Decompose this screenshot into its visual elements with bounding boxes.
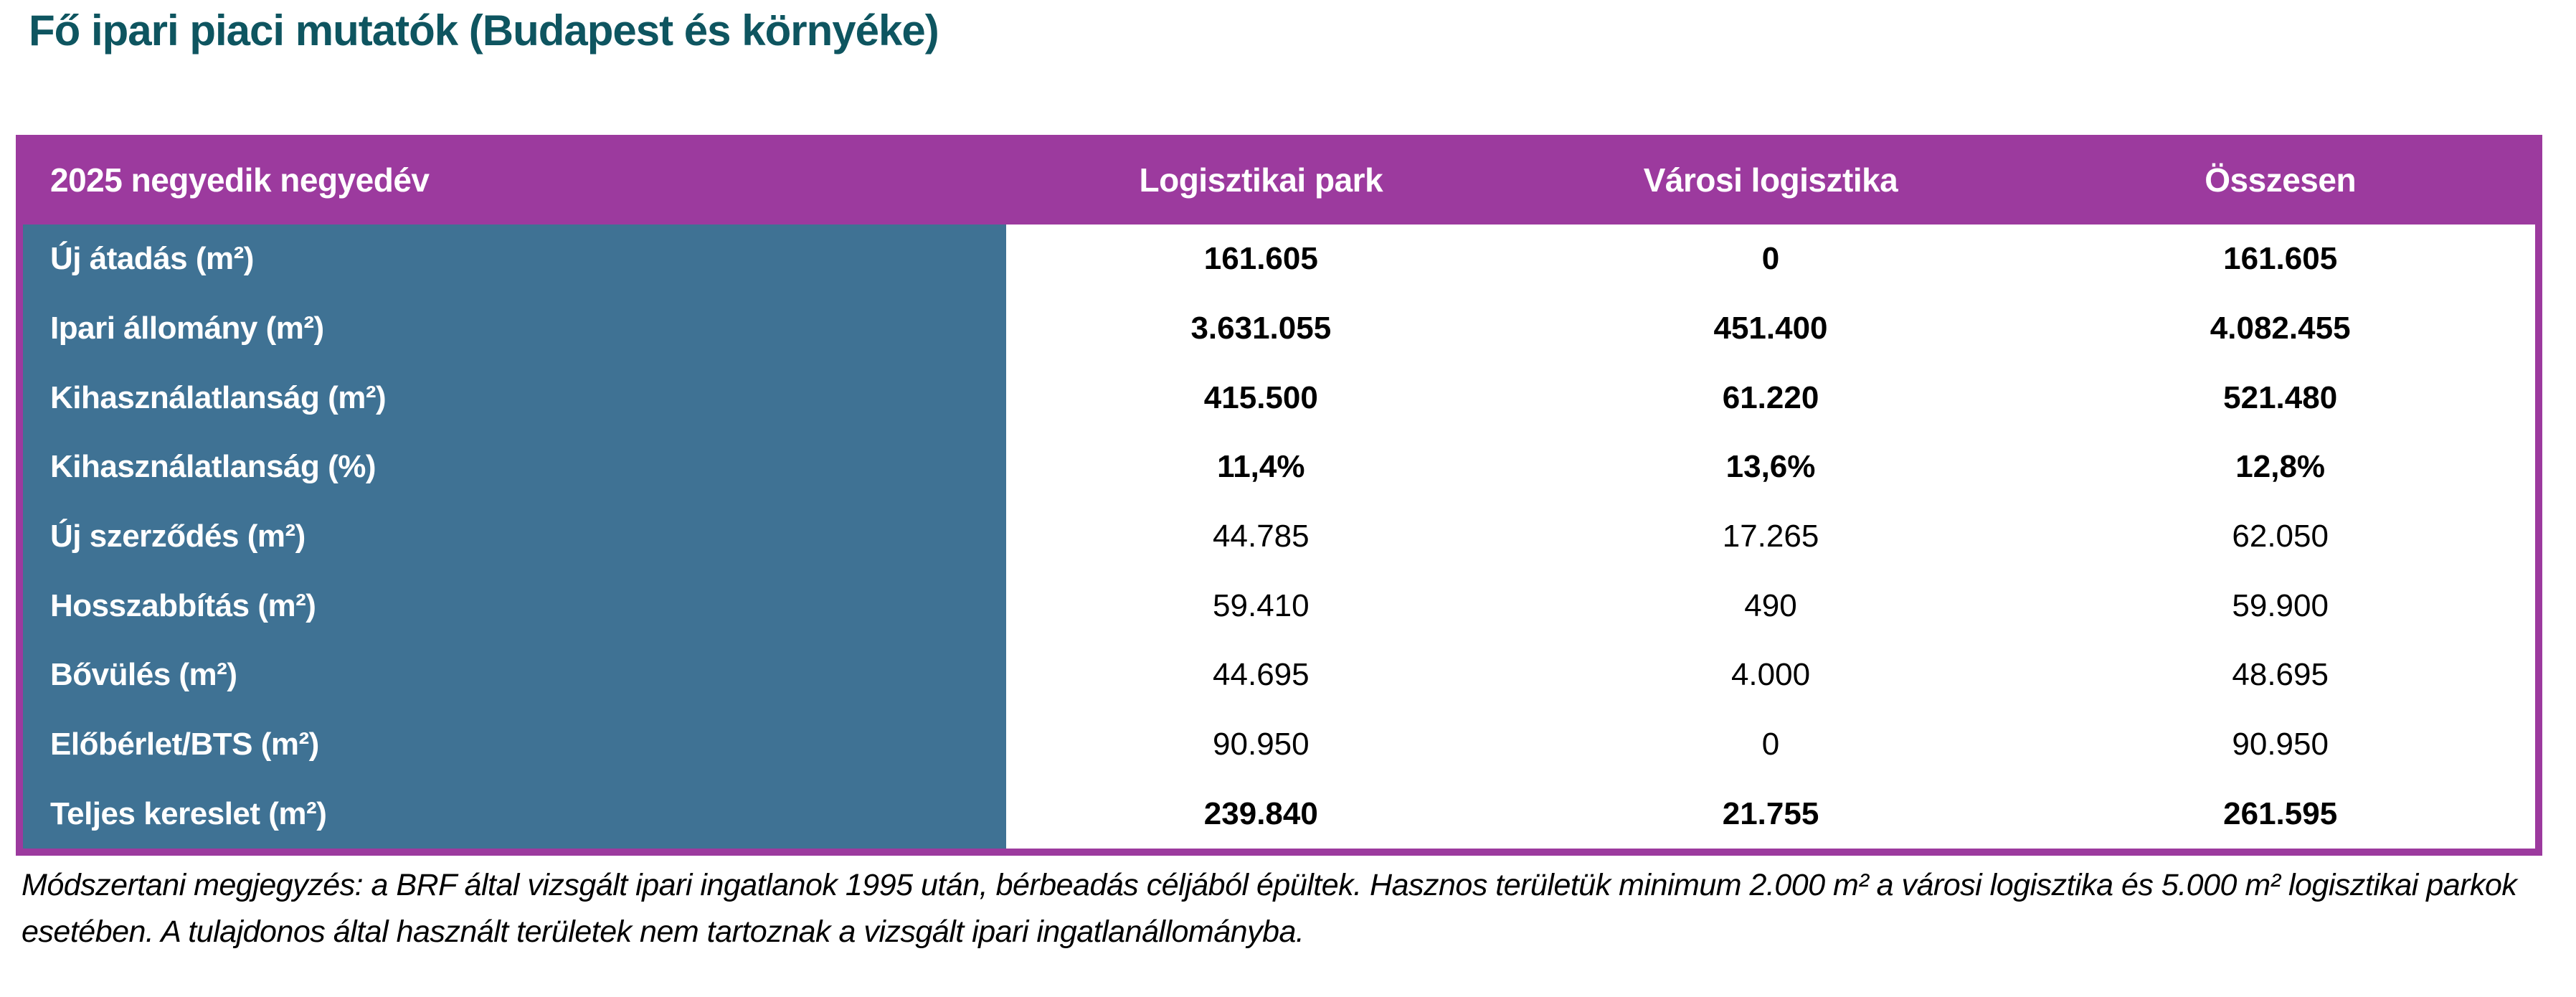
table-row: Új átadás (m²) 161.605 0 161.605 (23, 225, 2535, 294)
row-label: Ipari állomány (m²) (23, 293, 1006, 364)
table-row: Bővülés (m²) 44.695 4.000 48.695 (23, 641, 2535, 710)
row-label: Hosszabbítás (m²) (23, 571, 1006, 641)
cell-city-logistics: 490 (1744, 587, 1797, 623)
cell-total: 90.950 (2232, 727, 2329, 762)
methodology-footnote: Módszertani megjegyzés: a BRF által vizs… (22, 868, 2517, 949)
table-row: Kihasználatlanság (m²) 415.500 61.220 52… (23, 363, 2535, 433)
table-header-row: 2025 negyedik negyedév Logisztikai park … (16, 135, 2542, 225)
table-row: Kihasználatlanság (%) 11,4% 13,6% 12,8% (23, 433, 2535, 502)
cell-logistics-park: 11,4% (1217, 449, 1305, 485)
table-header-city-logistics: Városi logisztika (1643, 161, 1898, 199)
cell-city-logistics: 451.400 (1713, 311, 1828, 346)
table-body: Új átadás (m²) 161.605 0 161.605 Ipari á… (23, 225, 2535, 849)
table-header-period: 2025 negyedik negyedév (50, 161, 430, 199)
table-row: Hosszabbítás (m²) 59.410 490 59.900 (23, 571, 2535, 641)
cell-logistics-park: 59.410 (1213, 587, 1310, 623)
table-row: Új szerződés (m²) 44.785 17.265 62.050 (23, 501, 2535, 572)
table-row: Teljes kereslet (m²) 239.840 21.755 261.… (23, 779, 2535, 849)
row-label: Új átadás (m²) (23, 225, 1006, 294)
cell-logistics-park: 44.695 (1213, 657, 1310, 693)
table-row: Ipari állomány (m²) 3.631.055 451.400 4.… (23, 293, 2535, 364)
cell-city-logistics: 21.755 (1722, 795, 1819, 831)
row-label: Előbérlet/BTS (m²) (23, 709, 1006, 780)
cell-logistics-park: 161.605 (1203, 241, 1318, 277)
row-label: Bővülés (m²) (23, 641, 1006, 710)
cell-city-logistics: 13,6% (1725, 449, 1816, 485)
cell-total: 59.900 (2232, 587, 2329, 623)
cell-total: 161.605 (2223, 241, 2338, 277)
row-label: Teljes kereslet (m²) (23, 779, 1006, 849)
cell-city-logistics: 0 (1761, 727, 1780, 762)
cell-city-logistics: 0 (1761, 241, 1780, 277)
cell-total: 12,8% (2235, 449, 2326, 485)
page-title: Fő ipari piaci mutatók (Budapest és körn… (29, 6, 939, 55)
cell-total: 48.695 (2232, 657, 2329, 693)
cell-total: 4.082.455 (2210, 311, 2351, 346)
cell-logistics-park: 44.785 (1213, 519, 1310, 554)
cell-total: 521.480 (2223, 379, 2338, 415)
cell-total: 261.595 (2223, 795, 2338, 831)
table-header-logistics-park: Logisztikai park (1139, 161, 1383, 199)
row-label: Új szerződés (m²) (23, 501, 1006, 572)
cell-logistics-park: 239.840 (1203, 795, 1318, 831)
row-label: Kihasználatlanság (%) (23, 433, 1006, 502)
industrial-indicators-table: 2025 negyedik negyedév Logisztikai park … (16, 135, 2542, 856)
table-row: Előbérlet/BTS (m²) 90.950 0 90.950 (23, 709, 2535, 780)
cell-city-logistics: 17.265 (1722, 519, 1819, 554)
cell-logistics-park: 90.950 (1213, 727, 1310, 762)
row-label: Kihasználatlanság (m²) (23, 363, 1006, 433)
table-header-total: Összesen (2205, 161, 2357, 199)
cell-logistics-park: 3.631.055 (1190, 311, 1332, 346)
cell-total: 62.050 (2232, 519, 2329, 554)
cell-logistics-park: 415.500 (1203, 379, 1318, 415)
cell-city-logistics: 4.000 (1730, 657, 1811, 693)
cell-city-logistics: 61.220 (1722, 379, 1819, 415)
